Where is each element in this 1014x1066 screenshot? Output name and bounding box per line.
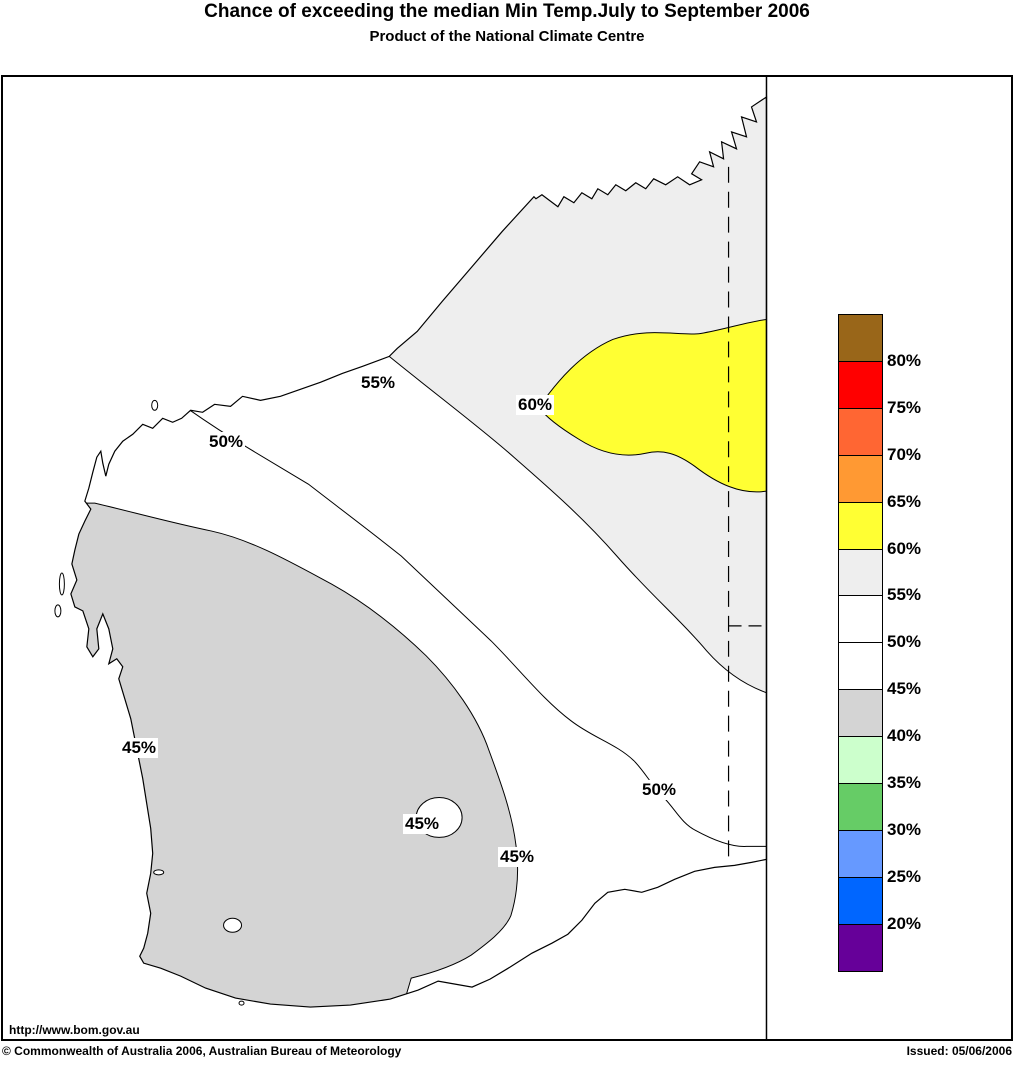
- legend-label: 55%: [887, 585, 922, 605]
- legend-label: 50%: [887, 632, 922, 652]
- bom-url: http://www.bom.gov.au: [9, 1023, 140, 1037]
- legend-swatch: [838, 783, 883, 831]
- island: [54, 604, 62, 618]
- legend-swatch: [838, 548, 883, 597]
- legend-label: 25%: [887, 866, 922, 886]
- legend-swatch: [838, 595, 883, 644]
- issued-date: Issued: 05/06/2006: [906, 1044, 1012, 1058]
- contour-label: 50%: [639, 780, 679, 800]
- legend-swatch: [838, 454, 883, 503]
- contour-45-hole-small: [223, 917, 243, 933]
- island: [238, 1000, 245, 1006]
- page-title: Chance of exceeding the median Min Temp.…: [204, 1, 810, 22]
- legend-swatch: [838, 360, 883, 409]
- contour-label: 50%: [206, 432, 246, 452]
- legend-label: 65%: [887, 491, 922, 511]
- contour-label: 45%: [402, 814, 442, 834]
- contour-label: 45%: [119, 738, 159, 758]
- legend-label: 20%: [887, 913, 922, 933]
- island: [58, 572, 65, 596]
- legend-swatch: [838, 642, 883, 691]
- contour-label: 55%: [358, 373, 398, 393]
- region-60-65: [538, 318, 767, 493]
- legend-swatch: [838, 736, 883, 785]
- page-subtitle: Product of the National Climate Centre: [369, 28, 645, 45]
- island: [151, 399, 159, 411]
- legend-swatch: [838, 314, 883, 362]
- legend-swatch: [838, 501, 883, 550]
- contour-label: 45%: [497, 847, 537, 867]
- legend-swatch: [838, 876, 883, 925]
- legend-label: 70%: [887, 444, 922, 464]
- legend-label: 75%: [887, 397, 922, 417]
- legend-label: 40%: [887, 726, 922, 746]
- legend-label: 35%: [887, 773, 922, 792]
- legend-label: 30%: [887, 819, 922, 839]
- legend-label: 80%: [887, 350, 922, 370]
- legend-swatch: [838, 407, 883, 456]
- island: [153, 869, 165, 876]
- legend-swatch: [838, 689, 883, 738]
- legend-swatch: [838, 923, 883, 972]
- contour-50: [188, 408, 767, 847]
- legend-label: 45%: [887, 679, 922, 699]
- map-area: http://www.bom.gov.au 80% 75% 70% 65% 60% 55%…: [1, 75, 1013, 1041]
- contour-label: 60%: [515, 395, 555, 415]
- region-40-45: [70, 502, 519, 1008]
- copyright-text: © Commonwealth of Australia 2006, Austra…: [2, 1044, 402, 1058]
- legend-label: 60%: [887, 538, 922, 558]
- legend-swatch: [838, 829, 883, 878]
